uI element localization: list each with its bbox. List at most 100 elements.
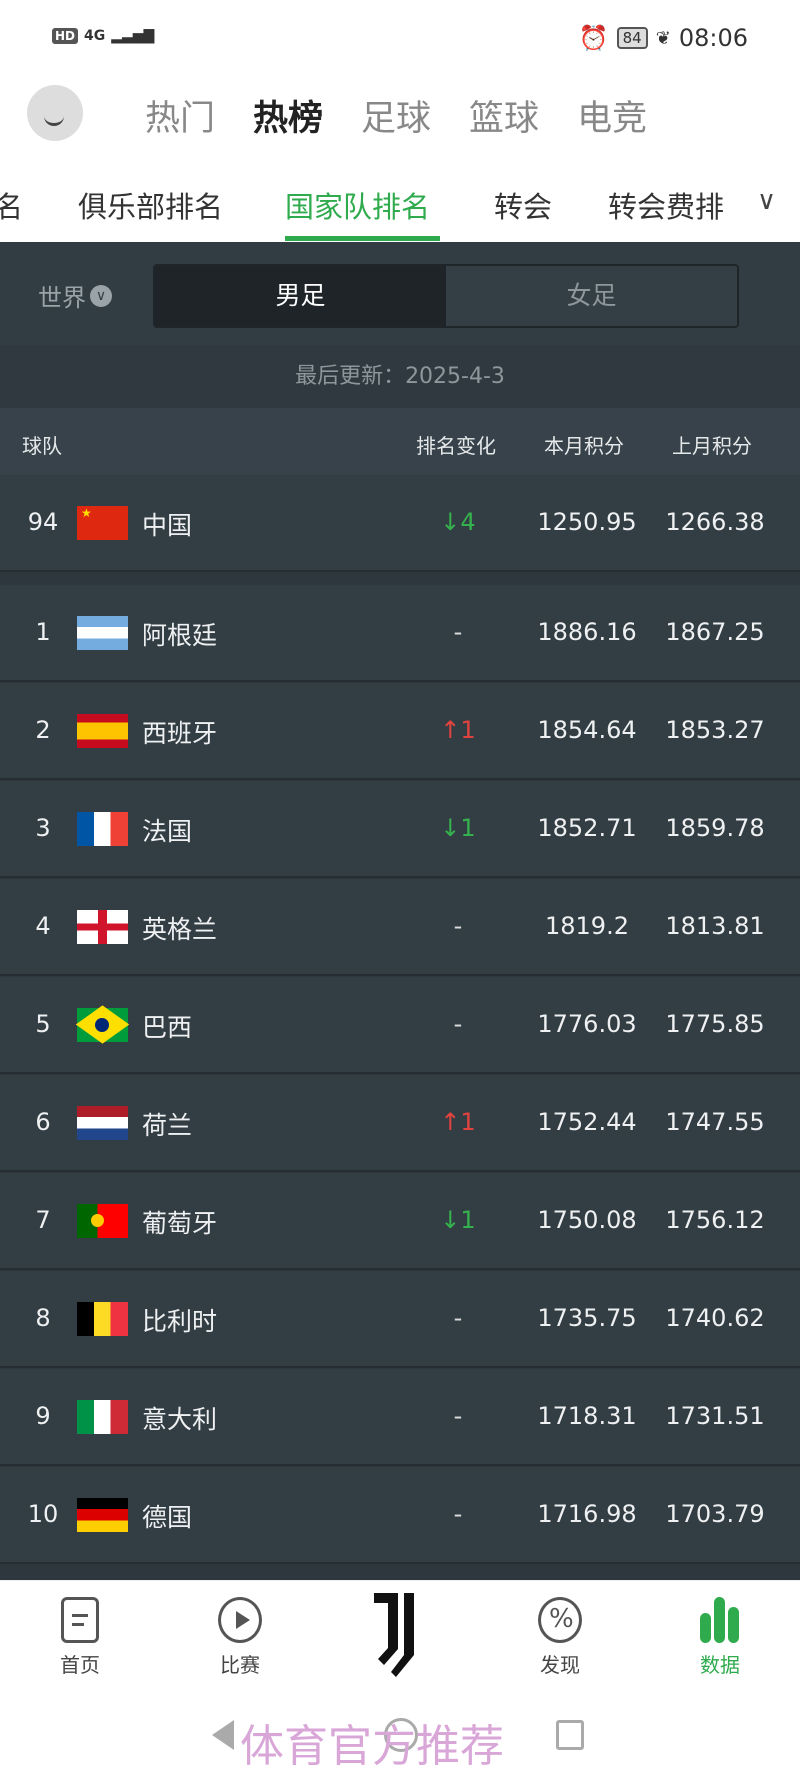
home-icon <box>61 1597 99 1643</box>
current-points: 1750.08 <box>537 1206 637 1234</box>
nav-label: 首页 <box>60 1653 100 1677</box>
play-icon <box>218 1597 262 1643</box>
col-rank-change: 排名变化 <box>416 434 496 458</box>
top-tab[interactable]: 足球 <box>361 99 432 139</box>
chevron-down-icon: ∨ <box>90 284 112 307</box>
rank-change: ↑1 <box>440 1108 476 1136</box>
rank-change: ↓1 <box>440 1206 476 1234</box>
rank-change: - <box>453 912 463 940</box>
alarm-icon: ⏰ <box>578 24 609 52</box>
table-row[interactable]: 8 比利时 - 1735.75 1740.62 <box>0 1271 800 1368</box>
signal-icon: ▂▃▅▇ <box>111 28 155 44</box>
avatar[interactable] <box>27 85 83 141</box>
team-name: 意大利 <box>142 1405 218 1434</box>
table-row[interactable]: 2 西班牙 ↑1 1854.64 1853.27 <box>0 683 800 780</box>
table-row[interactable]: 4 英格兰 - 1819.2 1813.81 <box>0 879 800 976</box>
current-points: 1819.2 <box>545 912 629 940</box>
hd-icon: HD <box>52 28 79 44</box>
women-option[interactable]: 女足 <box>446 266 737 326</box>
back-icon[interactable] <box>212 1720 234 1750</box>
tab-club-ranking[interactable]: 俱乐部排名 <box>78 190 224 224</box>
rank: 10 <box>27 1500 59 1528</box>
nav-label: 发现 <box>540 1653 580 1677</box>
team-name: 葡萄牙 <box>142 1209 218 1238</box>
flag-icon <box>77 1204 128 1238</box>
network-label: 4G <box>84 28 106 44</box>
team-name: 阿根廷 <box>142 621 218 650</box>
juventus-logo[interactable] <box>370 1591 430 1677</box>
tab-transfer[interactable]: 转会 <box>494 190 553 224</box>
home-circle-icon[interactable] <box>384 1718 418 1752</box>
chevron-down-icon[interactable]: ∨ <box>756 186 776 216</box>
flag-icon <box>77 616 128 650</box>
table-row[interactable]: 1 阿根廷 - 1886.16 1867.25 <box>0 585 800 682</box>
nav-home[interactable]: 首页 <box>30 1597 130 1678</box>
active-tab-underline <box>285 236 440 241</box>
top-nav: 热门 热榜 足球 篮球 电竞 <box>0 82 800 148</box>
rank: 8 <box>35 1304 51 1332</box>
top-tab[interactable]: 热门 <box>145 99 216 139</box>
recents-icon[interactable] <box>556 1720 584 1750</box>
col-team: 球队 <box>22 434 62 458</box>
team-name: 中国 <box>142 511 193 540</box>
flag-icon <box>77 1302 128 1336</box>
flag-icon <box>77 910 128 944</box>
col-this-month: 本月积分 <box>544 434 624 458</box>
status-bar: HD 4G ▂▃▅▇ ⏰ 84 ❦ 08:06 <box>0 0 800 76</box>
filter-bar: 世界 ∨ 男足 女足 <box>0 242 800 345</box>
previous-points: 1867.25 <box>665 618 765 646</box>
rank-change: - <box>453 1010 463 1038</box>
rank: 5 <box>35 1010 51 1038</box>
col-last-month: 上月积分 <box>672 434 752 458</box>
rank-change: - <box>453 1402 463 1430</box>
rank: 6 <box>35 1108 51 1136</box>
flag-icon <box>77 812 128 846</box>
leaf-icon: ❦ <box>655 27 671 49</box>
team-name: 德国 <box>142 1503 193 1532</box>
flag-icon <box>77 506 128 540</box>
rank-change: ↓4 <box>440 508 476 536</box>
table-row[interactable]: 10 德国 - 1716.98 1703.79 <box>0 1467 800 1564</box>
ranking-panel: 世界 ∨ 男足 女足 最后更新：2025-4-3 球队 排名变化 本月积分 上月积… <box>0 242 800 1580</box>
tab-national-ranking[interactable]: 国家队排名 <box>285 190 431 224</box>
team-name: 法国 <box>142 817 193 846</box>
current-points: 1854.64 <box>537 716 637 744</box>
team-name: 英格兰 <box>142 915 218 944</box>
table-row[interactable]: 7 葡萄牙 ↓1 1750.08 1756.12 <box>0 1173 800 1270</box>
current-points: 1718.31 <box>537 1402 637 1430</box>
watermark: 体育官方推荐 <box>240 1721 504 1772</box>
top-tab[interactable]: 热榜 <box>253 99 324 139</box>
top-tab[interactable]: 篮球 <box>469 99 540 139</box>
nav-data[interactable]: 数据 <box>670 1597 770 1678</box>
tab-ranking-partial[interactable]: 名 <box>0 190 24 224</box>
nav-matches[interactable]: 比赛 <box>190 1597 290 1678</box>
table-header: 球队 排名变化 本月积分 上月积分 <box>0 408 800 475</box>
top-tab[interactable]: 电竞 <box>577 99 648 139</box>
table-row[interactable]: 6 荷兰 ↑1 1752.44 1747.55 <box>0 1075 800 1172</box>
team-name: 巴西 <box>142 1013 193 1042</box>
rank-change: ↑1 <box>440 716 476 744</box>
flag-icon <box>77 1008 128 1042</box>
previous-points: 1740.62 <box>665 1304 765 1332</box>
last-update: 最后更新：2025-4-3 <box>0 345 800 408</box>
men-option[interactable]: 男足 <box>155 266 446 326</box>
previous-points: 1813.81 <box>665 912 765 940</box>
previous-points: 1747.55 <box>665 1108 765 1136</box>
flag-icon <box>77 1400 128 1434</box>
current-points: 1250.95 <box>537 508 637 536</box>
table-row[interactable]: 9 意大利 - 1718.31 1731.51 <box>0 1369 800 1466</box>
nav-discover[interactable]: 发现 <box>510 1597 610 1678</box>
nav-label: 比赛 <box>220 1653 260 1677</box>
previous-points: 1775.85 <box>665 1010 765 1038</box>
clock: 08:06 <box>678 24 748 52</box>
tab-transfer-fee[interactable]: 转会费排 <box>608 190 725 224</box>
table-row[interactable]: 94 中国 ↓4 1250.95 1266.38 <box>0 475 800 572</box>
team-name: 比利时 <box>142 1307 218 1336</box>
discover-icon <box>538 1597 582 1643</box>
flag-icon <box>77 714 128 748</box>
table-row[interactable]: 3 法国 ↓1 1852.71 1859.78 <box>0 781 800 878</box>
region-dropdown[interactable]: 世界 ∨ <box>38 278 112 313</box>
table-row[interactable]: 5 巴西 - 1776.03 1775.85 <box>0 977 800 1074</box>
team-name: 荷兰 <box>142 1111 193 1140</box>
previous-points: 1266.38 <box>665 508 765 536</box>
